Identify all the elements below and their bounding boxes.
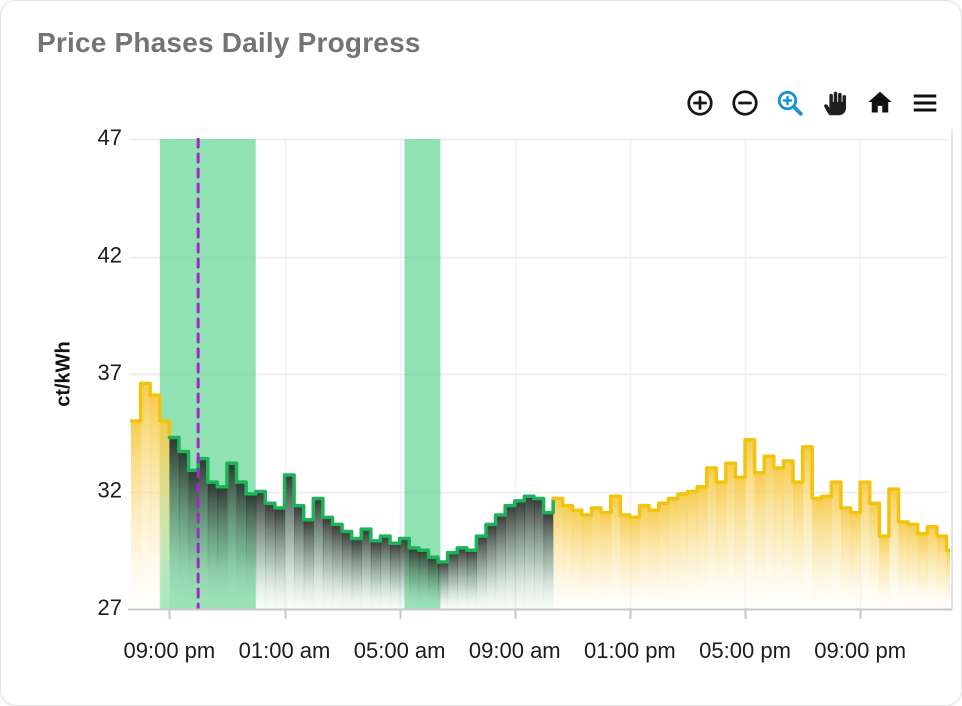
hamburger-menu-icon bbox=[913, 94, 937, 112]
selection-zoom-button[interactable] bbox=[772, 85, 808, 121]
chart-title: Price Phases Daily Progress bbox=[37, 27, 421, 58]
zoom-in-button[interactable] bbox=[682, 85, 718, 121]
hand-pan-icon bbox=[824, 91, 846, 116]
pan-button[interactable] bbox=[817, 85, 853, 121]
home-icon bbox=[868, 91, 892, 113]
magnifier-plus-icon bbox=[777, 90, 803, 116]
zoom-in-icon bbox=[687, 90, 713, 116]
zoom-out-icon bbox=[732, 90, 758, 116]
menu-button[interactable] bbox=[907, 85, 943, 121]
reset-view-button[interactable] bbox=[862, 85, 898, 121]
zoom-out-button[interactable] bbox=[727, 85, 763, 121]
chart-toolbar bbox=[682, 85, 943, 121]
